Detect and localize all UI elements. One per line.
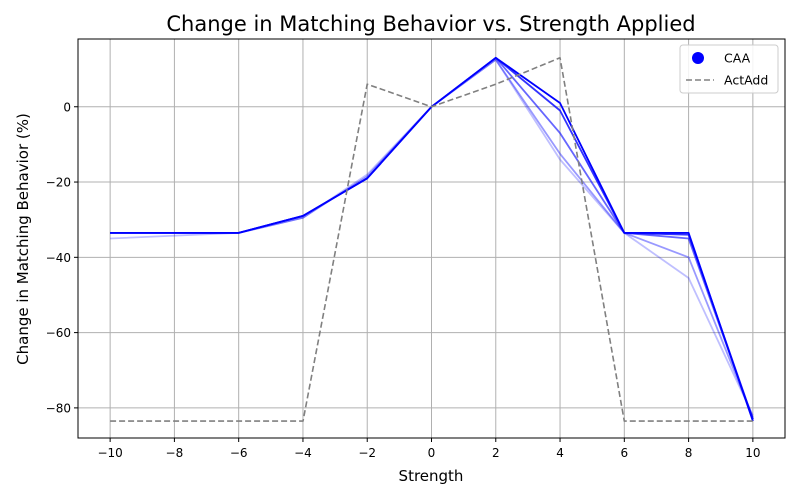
series-layer <box>110 56 754 422</box>
legend-caa-marker <box>692 52 704 64</box>
y-axis-label: Change in Matching Behavior (%) <box>14 113 32 365</box>
grid-lines <box>78 39 785 438</box>
legend-caa-label: CAA <box>724 51 751 66</box>
y-tick-label: −60 <box>46 326 71 340</box>
x-tick-label: 10 <box>745 446 760 460</box>
y-axis-ticks: −80 −60 −40 −20 0 <box>46 100 78 415</box>
legend-actadd-label: ActAdd <box>724 73 768 88</box>
x-tick-label: 8 <box>685 446 693 460</box>
x-tick-label: 0 <box>428 446 436 460</box>
x-axis-ticks: −10 −8 −6 −4 −2 0 2 4 6 8 10 <box>97 438 761 460</box>
chart-title: Change in Matching Behavior vs. Strength… <box>166 12 695 36</box>
x-tick-label: −10 <box>97 446 122 460</box>
x-tick-label: −8 <box>166 446 184 460</box>
legend-box <box>679 44 779 94</box>
x-tick-label: 4 <box>556 446 564 460</box>
x-tick-label: −2 <box>358 446 376 460</box>
x-tick-label: −6 <box>230 446 248 460</box>
y-tick-label: −20 <box>46 176 71 190</box>
x-tick-label: 6 <box>620 446 628 460</box>
y-tick-label: 0 <box>63 100 71 114</box>
y-tick-label: −80 <box>46 401 71 415</box>
legend: CAA ActAdd <box>679 44 779 94</box>
caa-series-line-4 <box>110 56 754 422</box>
x-tick-label: −4 <box>294 446 312 460</box>
x-tick-label: 2 <box>492 446 500 460</box>
y-tick-label: −40 <box>46 251 71 265</box>
x-axis-label: Strength <box>399 467 464 485</box>
